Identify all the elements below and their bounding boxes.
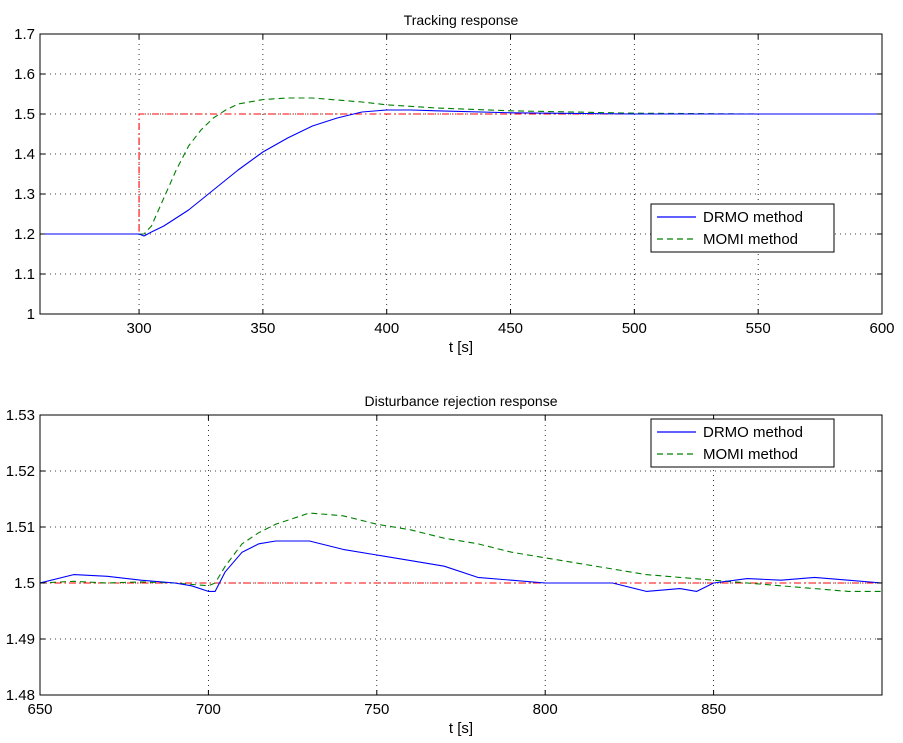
y-tick-label: 1.1 [14,266,35,283]
series-line-drmo-method [40,109,882,237]
axes-frame [39,414,883,696]
y-tick-label: 1.3 [14,186,35,203]
series-line-drmo-method [40,540,882,592]
y-tick-label: 1.52 [6,463,35,480]
legend-box [650,418,835,468]
x-tick-label: 650 [27,701,52,718]
y-tick-label: 1.49 [6,631,35,648]
x-tick-label: 350 [250,320,275,337]
y-tick-label: 1.48 [6,687,35,704]
y-tick-label: 1.2 [14,226,35,243]
x-tick-label: 500 [622,320,647,337]
chart-title: Disturbance rejection response [365,393,558,409]
x-tick-label: 800 [533,701,558,718]
y-tick-label: 1.51 [6,519,35,536]
chart-title: Tracking response [404,12,519,28]
y-tick-label: 1.7 [14,26,35,43]
legend-label: MOMI method [703,231,798,248]
axes-frame [39,33,883,315]
x-axis-label: t [s] [449,720,473,737]
x-tick-label: 600 [869,320,894,337]
legend-label: MOMI method [703,446,798,463]
x-tick-label: 700 [196,701,221,718]
x-tick-label: 750 [364,701,389,718]
x-tick-label: 300 [127,320,152,337]
series-line-momi-method [40,97,882,235]
legend-label: DRMO method [703,424,803,441]
chart-disturbance-rejection-response: 650 700 750 800 850 1.48 1.49 1.5 1.51 1.52 1.53 Di… [6,393,883,737]
x-tick-label: 850 [701,701,726,718]
y-tick-label: 1.5 [14,106,35,123]
x-tick-label: 450 [498,320,523,337]
y-tick-label: 1 [27,306,35,323]
y-tick-label: 1.4 [14,146,35,163]
plot-area [40,34,882,314]
chart-tracking-response: 300 350 400 450 500 550 600 1 1.1 1.2 1.3 1.4 1.5 1.6… [14,12,894,356]
series-line-momi-method [40,512,882,592]
legend-label: DRMO method [703,209,803,226]
y-tick-label: 1.53 [6,407,35,424]
y-tick-label: 1.6 [14,66,35,83]
x-axis-label: t [s] [449,339,473,356]
x-tick-label: 400 [374,320,399,337]
legend-box [650,203,835,253]
y-tick-label: 1.5 [14,575,35,592]
x-tick-label: 550 [746,320,771,337]
